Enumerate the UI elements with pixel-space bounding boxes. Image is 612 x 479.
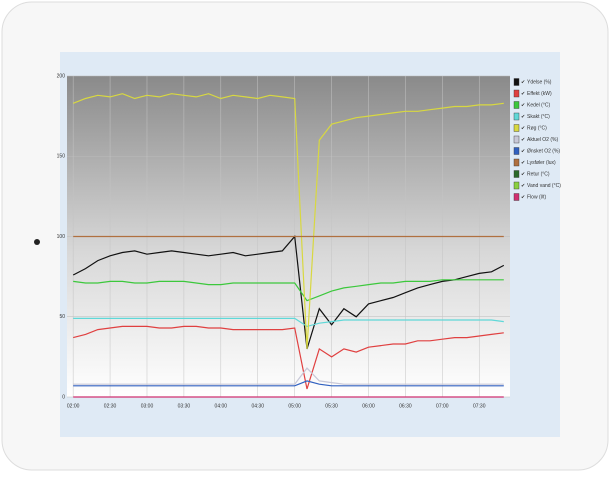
legend-swatch <box>513 193 520 201</box>
legend-label: Skakt (°C) <box>527 114 550 120</box>
legend-check: ✔ <box>521 183 525 189</box>
legend-check: ✔ <box>521 148 525 154</box>
legend-swatch <box>513 147 520 155</box>
legend-check: ✔ <box>521 137 525 143</box>
series-line <box>72 93 504 349</box>
series-line <box>73 380 504 387</box>
series-line <box>73 367 504 385</box>
legend-swatch <box>513 135 520 144</box>
legend-label: Lysføler (lux) <box>527 160 556 166</box>
legend-label: Ønsket O2 (%) <box>527 148 560 154</box>
legend-check: ✔ <box>521 79 525 85</box>
x-tick-label: 06:30 <box>399 403 412 409</box>
legend-check: ✔ <box>521 194 525 200</box>
x-tick-label: 03:00 <box>141 403 154 409</box>
legend-label: Ydelse (%) <box>527 79 552 85</box>
x-tick-label: 07:00 <box>436 403 449 409</box>
legend-label: Retur (°C) <box>527 171 550 177</box>
legend-swatch <box>513 101 520 109</box>
x-tick-label: 07:30 <box>473 403 486 409</box>
legend-label: Flow (l/t) <box>527 194 547 200</box>
y-tick-label: 150 <box>57 154 66 160</box>
x-tick-label: 05:30 <box>325 403 338 409</box>
y-tick-label: 100 <box>57 234 66 240</box>
y-tick-label: 0 <box>62 394 65 400</box>
legend-check: ✔ <box>521 114 525 120</box>
x-tick-label: 03:30 <box>178 403 191 409</box>
legend-check: ✔ <box>521 160 525 166</box>
legend-swatch <box>513 112 520 121</box>
legend-swatch <box>513 170 520 178</box>
series-line <box>73 279 504 302</box>
legend-swatch <box>513 124 520 132</box>
legend-check: ✔ <box>521 102 525 108</box>
legend-label: Effekt (kW) <box>527 91 552 97</box>
legend-label: Aktuel O2 (%) <box>527 137 558 143</box>
legend-swatch <box>513 78 520 86</box>
x-tick-label: 02:00 <box>67 403 80 409</box>
series-line <box>73 317 504 328</box>
y-tick-label: 200 <box>57 73 66 79</box>
x-tick-label: 05:00 <box>288 403 301 409</box>
y-tick-label: 50 <box>59 314 65 320</box>
legend-swatch <box>513 158 520 167</box>
camera <box>34 239 40 245</box>
series-line <box>72 235 505 350</box>
legend-check: ✔ <box>521 125 525 131</box>
legend-label: Kedel (°C) <box>527 102 550 108</box>
x-tick-label: 04:00 <box>215 403 228 409</box>
x-tick-label: 02:30 <box>104 403 117 409</box>
legend-swatch <box>513 89 520 98</box>
x-tick-label: 06:00 <box>362 403 375 409</box>
legend-check: ✔ <box>521 171 525 177</box>
legend-label: Røg (°C) <box>527 125 547 131</box>
x-tick-label: 04:30 <box>251 403 264 409</box>
legend-swatch <box>513 181 520 190</box>
legend-check: ✔ <box>521 91 525 97</box>
series-line <box>73 325 504 390</box>
legend-label: Vand vand (°C) <box>527 183 561 189</box>
